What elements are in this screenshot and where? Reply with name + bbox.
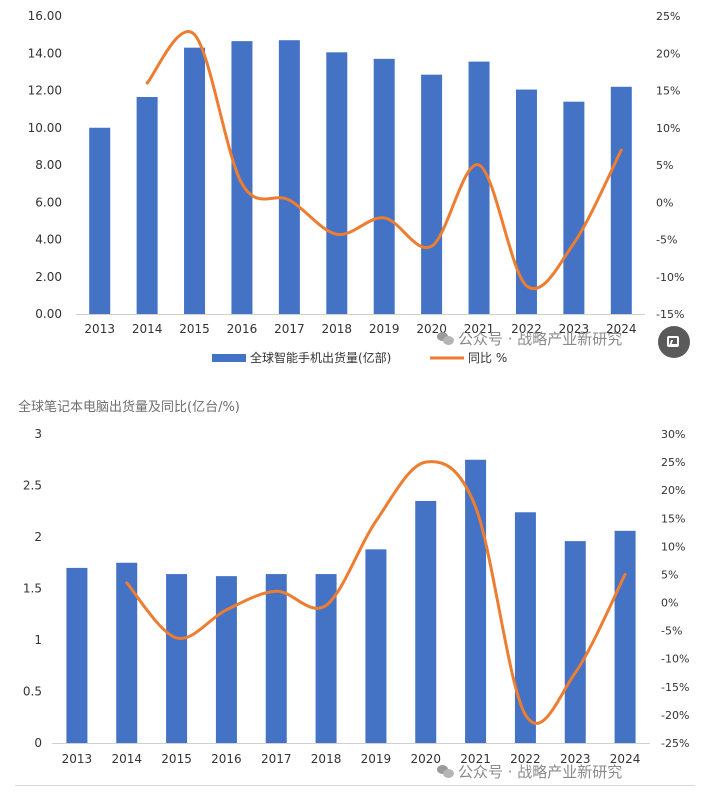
x-tick-label: 2015 — [179, 322, 210, 336]
bar-2015 — [184, 48, 205, 314]
bar-2021 — [465, 460, 486, 743]
bar-2018 — [326, 52, 347, 314]
y-right-tick-label: 15% — [656, 85, 680, 98]
smartphone-chart-svg: 0.00 2.00 4.00 6.00 8.00 10.00 12.00 14.00 16.00… — [0, 0, 714, 375]
x-tick-label: 2017 — [274, 322, 305, 336]
y-left-tick-label: 0.00 — [35, 307, 62, 321]
y-left-tick-label: 1 — [34, 633, 42, 647]
y-right-tick-label: 25% — [661, 456, 685, 469]
chart-title: 全球笔记本电脑出货量及同比(亿台/%) — [18, 396, 240, 415]
y-right-tick-label: 10% — [656, 122, 680, 135]
bar-2013 — [66, 568, 87, 743]
bar-2023 — [563, 102, 584, 314]
bar-2013 — [89, 128, 110, 314]
y-right-tick-label: 20% — [656, 47, 680, 60]
bar-2022 — [515, 512, 536, 743]
y-right-tick-label: -25% — [661, 737, 689, 750]
legend-line-label: 同比 % — [468, 351, 507, 365]
y-left-tick-label: 10.00 — [28, 121, 62, 135]
wechat-icon — [437, 765, 454, 778]
y-right-tick-label: -20% — [661, 709, 689, 722]
y-right-tick-label: 15% — [661, 512, 685, 525]
y-right-tick-label: 5% — [661, 568, 678, 581]
bar-2020 — [415, 501, 436, 743]
wechat-icon — [437, 332, 454, 345]
bar-2017 — [279, 40, 300, 314]
x-tick-label: 2016 — [227, 322, 258, 336]
y-right-tick-label: 0% — [656, 196, 673, 209]
legend-bar-swatch — [212, 354, 246, 362]
y-right-tick-label: 20% — [661, 484, 685, 497]
y-left-tick-label: 14.00 — [28, 46, 62, 60]
x-tick-label: 2018 — [322, 322, 353, 336]
y-left-tick-label: 6.00 — [35, 195, 62, 209]
bar-2023 — [565, 541, 586, 743]
y-left-tick-label: 0 — [34, 736, 42, 750]
y-left-tick-label: 2.5 — [23, 479, 42, 493]
bar-2021 — [469, 62, 490, 314]
y-right-tick-label: -5% — [656, 234, 677, 247]
bar-2024 — [615, 531, 636, 743]
image-edit-icon[interactable] — [658, 326, 690, 358]
y-right-tick-label: -10% — [661, 653, 689, 666]
y-right-tick-label: -15% — [656, 308, 684, 321]
x-tick-label: 2018 — [311, 752, 342, 766]
y-right-tick-label: 0% — [661, 597, 678, 610]
y-left-tick-label: 1.5 — [23, 582, 42, 596]
bar-2017 — [266, 574, 287, 743]
watermark: 公众号 · 战略产业新研究 — [437, 761, 622, 782]
y-left-tick-label: 4.00 — [35, 233, 62, 247]
bar-2014 — [116, 563, 137, 743]
x-tick-label: 2016 — [211, 752, 242, 766]
x-tick-label: 2013 — [84, 322, 115, 336]
bar-2024 — [611, 87, 632, 314]
y-left-tick-label: 12.00 — [28, 84, 62, 98]
y-left-tick-label: 2 — [34, 530, 42, 544]
x-tick-label: 2014 — [132, 322, 163, 336]
y-right-tick-label: -15% — [661, 681, 689, 694]
legend-bar-label: 全球智能手机出货量(亿部) — [250, 350, 391, 365]
x-tick-label: 2013 — [62, 752, 93, 766]
y-right-tick-label: 5% — [656, 159, 673, 172]
y-left-tick-label: 3 — [34, 427, 42, 441]
y-left-tick-label: 8.00 — [35, 158, 62, 172]
x-tick-label: 2014 — [111, 752, 142, 766]
bar-2019 — [374, 59, 395, 314]
bar-2016 — [231, 41, 252, 314]
laptop-chart-svg: 0 0.5 1 1.5 2 2.5 3 -25% -20% -15% -10% -5% 0% 5% 10% 1… — [0, 390, 714, 791]
bar-2022 — [516, 90, 537, 314]
x-tick-label: 2017 — [261, 752, 292, 766]
x-tick-label: 2015 — [161, 752, 192, 766]
y-left-tick-label: 2.00 — [35, 270, 62, 284]
bar-2020 — [421, 75, 442, 314]
y-right-tick-label: 25% — [656, 10, 680, 23]
watermark-text: 公众号 · 战略产业新研究 — [458, 330, 622, 348]
bar-2015 — [166, 574, 187, 743]
bar-2019 — [365, 549, 386, 743]
y-right-tick-label: 30% — [661, 428, 685, 441]
bar-2016 — [216, 576, 237, 743]
y-right-tick-label: 10% — [661, 540, 685, 553]
x-tick-label: 2019 — [361, 752, 392, 766]
smartphone-shipment-chart: 0.00 2.00 4.00 6.00 8.00 10.00 12.00 14.00 16.00… — [0, 0, 714, 375]
y-right-tick-label: -5% — [661, 625, 682, 638]
divider-line — [15, 785, 695, 786]
bar-2014 — [137, 97, 158, 314]
laptop-shipment-chart: 全球笔记本电脑出货量及同比(亿台/%) 0 0.5 1 1.5 2 2.5 3 -25% -20… — [0, 390, 714, 791]
y-left-tick-label: 16.00 — [28, 9, 62, 23]
y-left-tick-label: 0.5 — [23, 685, 42, 699]
y-right-tick-label: -10% — [656, 271, 684, 284]
watermark-text: 公众号 · 战略产业新研究 — [458, 763, 622, 781]
watermark: 公众号 · 战略产业新研究 — [437, 328, 622, 349]
x-tick-label: 2019 — [369, 322, 400, 336]
